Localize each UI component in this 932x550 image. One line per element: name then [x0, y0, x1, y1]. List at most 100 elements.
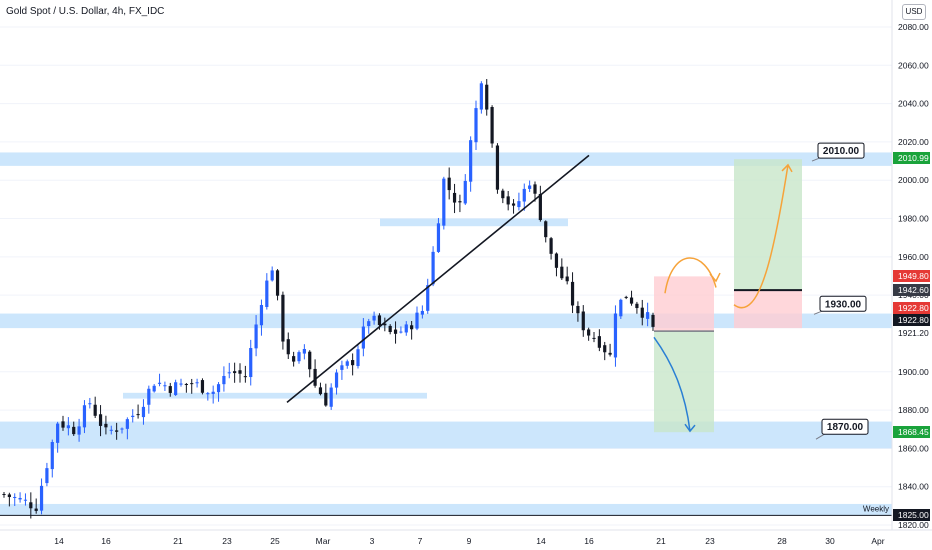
candle [50, 439, 54, 478]
candle [554, 252, 559, 277]
candle [474, 100, 478, 150]
candle [624, 295, 628, 300]
candle [608, 343, 612, 357]
candle-body [82, 405, 87, 428]
price-callout[interactable]: 1930.00 [813, 295, 867, 315]
x-tick-label: 21 [656, 536, 666, 546]
candle [168, 382, 172, 397]
candle-body [528, 185, 532, 189]
long-target-zone [734, 159, 802, 291]
candle [243, 365, 247, 383]
candle [356, 345, 360, 369]
candle-body [393, 329, 398, 334]
candle [431, 246, 435, 287]
candle-body [603, 345, 607, 353]
candle [592, 331, 596, 343]
currency-badge[interactable]: USD [902, 4, 926, 20]
support-resistance-zone [123, 392, 427, 399]
candle [603, 341, 607, 361]
candle-body [147, 388, 151, 405]
candle-body [131, 415, 135, 418]
candle-body [629, 297, 634, 304]
arrowhead-icon [781, 163, 793, 173]
candle [538, 185, 542, 222]
candle-body [308, 351, 312, 370]
candle-body [125, 419, 129, 429]
candle [629, 290, 634, 306]
time-axis[interactable]: 14 16 21 23 25 Mar 3 7 9 14 16 21 23 28 30 Apr [0, 529, 932, 546]
candle [2, 491, 6, 498]
candle-body [356, 349, 360, 367]
candle [528, 180, 532, 193]
candle-body [640, 307, 644, 318]
price-label-bg [893, 302, 930, 314]
price-label-text: 2010.99 [898, 153, 929, 163]
candle-body [474, 108, 478, 143]
price-label-text: 1868.45 [898, 427, 929, 437]
candle [275, 269, 280, 301]
candle [29, 492, 33, 519]
support-resistance-zone [0, 152, 892, 166]
position-boxes [654, 159, 802, 433]
candle-body [404, 324, 408, 333]
candle [88, 397, 92, 409]
candle [313, 359, 317, 388]
candle [490, 105, 494, 148]
candle-body [216, 384, 221, 393]
candle-body [93, 404, 97, 416]
candle [174, 379, 178, 396]
candle-body [88, 403, 92, 405]
candle [485, 79, 489, 116]
candle [495, 143, 500, 194]
candle-body [517, 201, 521, 208]
price-label: 1922.80 [893, 314, 930, 326]
candle [436, 217, 441, 253]
y-tick-label: 1860.00 [898, 443, 929, 453]
candle [452, 183, 457, 214]
candle-body [61, 421, 65, 428]
candle [93, 396, 97, 419]
candle [141, 399, 146, 425]
orange-arrow-target [733, 164, 789, 309]
candle-body [2, 494, 6, 496]
short-target-zone [654, 331, 714, 433]
arrowhead-icon [684, 423, 696, 433]
candle [340, 360, 344, 380]
price-callout[interactable]: 1870.00 [815, 418, 869, 440]
candle-body [168, 386, 172, 393]
candle [61, 415, 65, 431]
candle [404, 321, 408, 336]
candle-body [635, 303, 639, 309]
candle-body [367, 321, 371, 327]
candle [388, 324, 392, 335]
candle-body [549, 238, 553, 254]
candle [147, 385, 151, 414]
price-callout[interactable]: 2010.00 [811, 142, 865, 162]
candle [254, 315, 258, 357]
candle-body [479, 83, 483, 110]
x-tick-label: 3 [370, 536, 375, 546]
candle-body [410, 325, 414, 330]
candle [238, 363, 242, 383]
candle-body [420, 310, 424, 315]
candle-body [233, 371, 237, 374]
candle [383, 317, 387, 332]
candle-body [227, 372, 231, 374]
callout-box [821, 418, 869, 435]
candle [206, 391, 210, 401]
x-tick-label: 23 [705, 536, 715, 546]
candle-body [522, 188, 526, 202]
price-axis[interactable]: 2080.00 2060.00 2040.00 2020.00 2000.00 1980.… [891, 0, 930, 530]
candle-body [50, 442, 54, 470]
candle-body [152, 385, 156, 392]
candle-body [436, 223, 441, 252]
price-label: 1921.20 [898, 328, 929, 338]
candle [157, 373, 162, 387]
x-tick-label: 25 [270, 536, 280, 546]
candle-body [34, 508, 38, 511]
candle [120, 427, 124, 434]
candle [13, 493, 17, 506]
candle [200, 378, 205, 395]
candle [249, 339, 253, 386]
